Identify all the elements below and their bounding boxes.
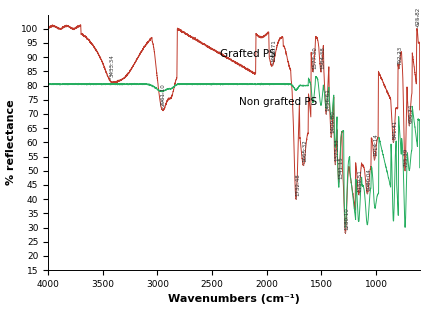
- Text: 1409.80: 1409.80: [330, 111, 334, 133]
- Text: 1373.33: 1373.33: [334, 139, 339, 161]
- Text: 1341.15: 1341.15: [337, 156, 342, 179]
- Text: 3433.34: 3433.34: [109, 55, 114, 78]
- Text: 735.39: 735.39: [403, 148, 408, 167]
- Text: 625.82: 625.82: [415, 6, 420, 25]
- Text: 841.41: 841.41: [391, 120, 397, 139]
- Text: 1080.04: 1080.04: [366, 168, 371, 191]
- Text: 1456.61: 1456.61: [325, 88, 329, 111]
- X-axis label: Wavenumbers (cm⁻¹): Wavenumbers (cm⁻¹): [167, 294, 299, 304]
- Text: 1280.10: 1280.10: [344, 207, 349, 230]
- Text: 1014.14: 1014.14: [373, 134, 378, 156]
- Text: 792.23: 792.23: [397, 46, 402, 65]
- Text: 696.24: 696.24: [407, 104, 412, 123]
- Text: Non grafted PS: Non grafted PS: [239, 97, 317, 108]
- Text: 1732.48: 1732.48: [294, 174, 299, 196]
- Text: 1504.38: 1504.38: [319, 46, 324, 69]
- Text: 1159.51: 1159.51: [357, 169, 362, 192]
- Text: 1952.71: 1952.71: [271, 40, 275, 62]
- Text: 1665.32: 1665.32: [302, 140, 307, 162]
- Text: 1577.30: 1577.30: [311, 46, 316, 69]
- Text: Grafted PS: Grafted PS: [219, 49, 275, 59]
- Text: 2961.10: 2961.10: [161, 83, 165, 106]
- Y-axis label: % reflectance: % reflectance: [6, 100, 15, 185]
